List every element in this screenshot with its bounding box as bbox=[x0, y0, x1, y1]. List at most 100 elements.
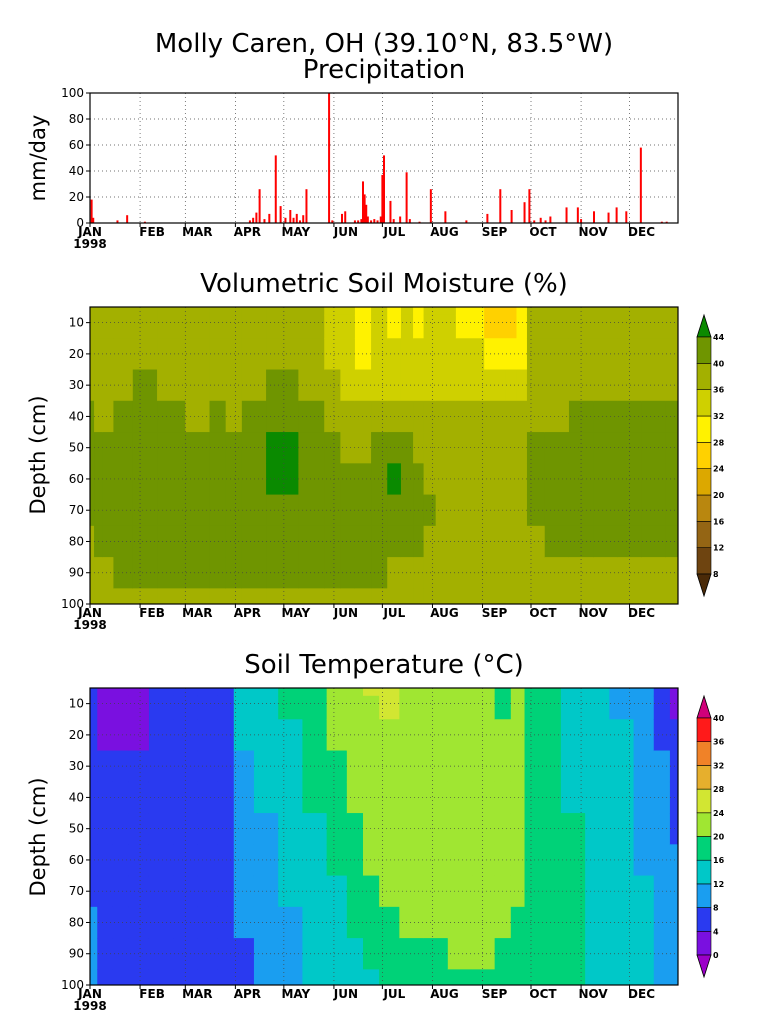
moisture-cell bbox=[400, 588, 414, 604]
temperature-cell bbox=[197, 695, 219, 720]
temperature-cell bbox=[633, 688, 655, 697]
x-tick-label-sep: SEP bbox=[482, 987, 508, 1001]
precip-bar bbox=[292, 217, 295, 223]
moisture-cell bbox=[298, 588, 325, 604]
moisture-cell bbox=[400, 557, 414, 589]
temperature-cell bbox=[524, 750, 542, 783]
temperature-cell bbox=[423, 938, 449, 970]
temperature-colorbar-label: 36 bbox=[713, 738, 725, 747]
moisture-cell bbox=[324, 525, 341, 558]
moisture-cell bbox=[324, 557, 341, 589]
temperature-cell bbox=[494, 813, 512, 845]
temperature-cell bbox=[669, 719, 678, 752]
temperature-cell bbox=[112, 938, 130, 970]
temperature-cell bbox=[346, 750, 364, 783]
moisture-title: Volumetric Soil Moisture (%) bbox=[200, 269, 568, 299]
x-tick-label-nov: NOV bbox=[578, 987, 608, 1001]
moisture-cell bbox=[132, 557, 158, 589]
temperature-cell bbox=[128, 750, 150, 783]
moisture-cell bbox=[354, 463, 372, 496]
temperature-cell bbox=[540, 688, 562, 697]
temperature-cell bbox=[148, 906, 174, 939]
temperature-colorbar-top-arrow bbox=[696, 694, 712, 719]
temperature-cell bbox=[423, 969, 449, 985]
temperature-cell bbox=[90, 813, 98, 845]
moisture-cell bbox=[324, 314, 341, 339]
temperature-cell bbox=[560, 688, 586, 697]
moisture-cell bbox=[185, 314, 211, 339]
temperature-cell bbox=[346, 938, 364, 970]
precip-bar bbox=[607, 212, 610, 223]
temperature-cell bbox=[585, 695, 610, 720]
x-tick-label-aug: AUG bbox=[430, 987, 459, 1001]
temperature-cell bbox=[112, 781, 130, 814]
moisture-cell bbox=[641, 307, 667, 316]
temperature-y-tick-label: 60 bbox=[69, 853, 84, 867]
moisture-cell bbox=[132, 400, 158, 433]
moisture-cell bbox=[324, 494, 341, 527]
temperature-cell bbox=[217, 688, 235, 697]
temperature-cell bbox=[379, 844, 400, 877]
moisture-cell bbox=[423, 369, 437, 402]
temperature-cell bbox=[97, 875, 114, 908]
temperature-y-tick-label: 40 bbox=[69, 790, 84, 804]
figure-title: Molly Caren, OH (39.10°N, 83.5°W) bbox=[155, 29, 613, 59]
moisture-cell bbox=[94, 314, 103, 339]
x-tick-label-jul: JUL bbox=[382, 606, 405, 620]
temperature-cell bbox=[233, 813, 255, 845]
temperature-cell bbox=[585, 906, 610, 939]
moisture-cell bbox=[568, 314, 594, 339]
precip-y-tick-label: 40 bbox=[69, 164, 84, 178]
x-tick-label-may: MAY bbox=[281, 606, 310, 620]
moisture-cell bbox=[90, 588, 95, 604]
temperature-cell bbox=[326, 750, 348, 783]
temperature-cell bbox=[540, 844, 562, 877]
moisture-cell bbox=[298, 307, 325, 316]
temperature-cell bbox=[128, 688, 150, 697]
temperature-cell bbox=[379, 938, 400, 970]
temperature-cell bbox=[494, 688, 512, 697]
moisture-colorbar-label: 24 bbox=[713, 465, 725, 474]
temperature-cell bbox=[112, 906, 130, 939]
x-tick-label-feb: FEB bbox=[139, 606, 165, 620]
moisture-cell bbox=[94, 588, 103, 604]
temperature-cell bbox=[510, 781, 526, 814]
temperature-cell bbox=[90, 969, 98, 985]
moisture-cell bbox=[455, 314, 485, 339]
moisture-cell bbox=[641, 314, 667, 339]
temperature-cell bbox=[472, 750, 496, 783]
temperature-cell bbox=[669, 969, 678, 985]
moisture-cell bbox=[132, 369, 158, 402]
moisture-cell bbox=[617, 314, 643, 339]
temperature-cell bbox=[472, 781, 496, 814]
precip-bar bbox=[486, 213, 489, 223]
moisture-cell bbox=[371, 525, 388, 558]
temperature-cell bbox=[326, 719, 348, 752]
moisture-cell bbox=[266, 588, 299, 604]
precip-bar bbox=[305, 189, 308, 223]
x-tick-label-dec: DEC bbox=[628, 225, 655, 239]
moisture-cell bbox=[90, 525, 95, 558]
temperature-cell bbox=[326, 875, 348, 908]
temperature-cell bbox=[399, 750, 425, 783]
precip-bar bbox=[576, 207, 579, 223]
temperature-cell bbox=[669, 695, 678, 720]
temperature-cell bbox=[399, 719, 425, 752]
x-tick-label-oct: OCT bbox=[529, 225, 557, 239]
x-tick-label-jun: JUN bbox=[333, 606, 358, 620]
temperature-cell bbox=[585, 719, 610, 752]
temperature-cell bbox=[233, 875, 255, 908]
moisture-cell bbox=[102, 557, 115, 589]
moisture-cell bbox=[324, 338, 341, 371]
moisture-cell bbox=[185, 588, 211, 604]
moisture-cell bbox=[132, 314, 158, 339]
moisture-cell bbox=[413, 588, 425, 604]
precip-bar bbox=[366, 216, 369, 223]
temperature-colorbar-swatch bbox=[696, 788, 712, 814]
temperature-cell bbox=[653, 695, 671, 720]
precip-y-tick-label: 0 bbox=[76, 216, 84, 230]
temperature-cell bbox=[585, 781, 610, 814]
temperature-cell bbox=[560, 695, 586, 720]
precip-y-tick-label: 60 bbox=[69, 138, 84, 152]
temperature-frame bbox=[89, 687, 679, 986]
